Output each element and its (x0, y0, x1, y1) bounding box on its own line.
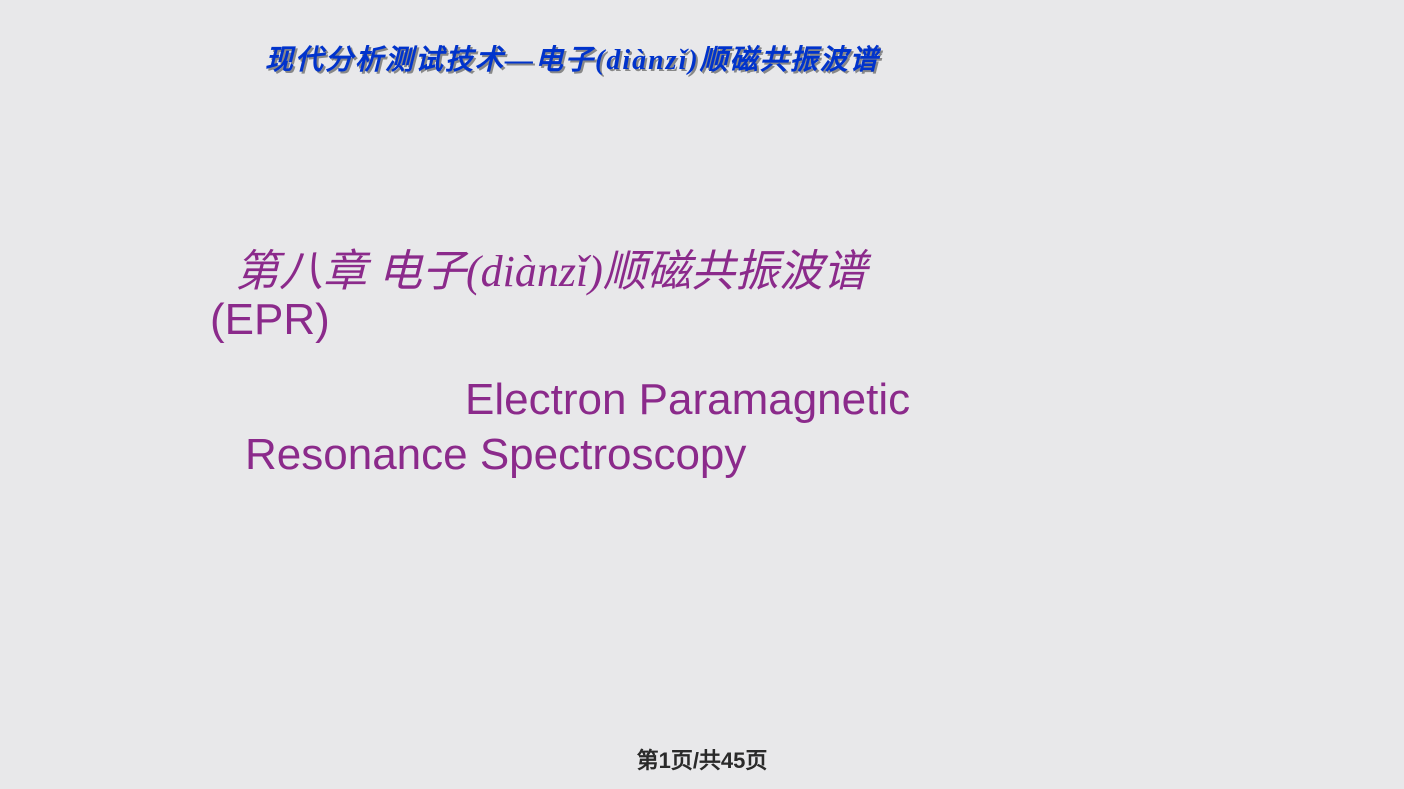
subtitle-line1: Electron Paramagnetic (465, 375, 910, 425)
chapter-title-line2: (EPR) (210, 295, 330, 345)
subtitle-line2: Resonance Spectroscopy (245, 430, 746, 480)
chapter-title-line1: 第八章 电子(diànzǐ)顺磁共振波谱 (235, 235, 867, 299)
slide-header: 现代分析测试技术—电子(diànzǐ)顺磁共振波谱 (265, 38, 1404, 78)
page-number: 第1页/共45页 (637, 743, 768, 775)
